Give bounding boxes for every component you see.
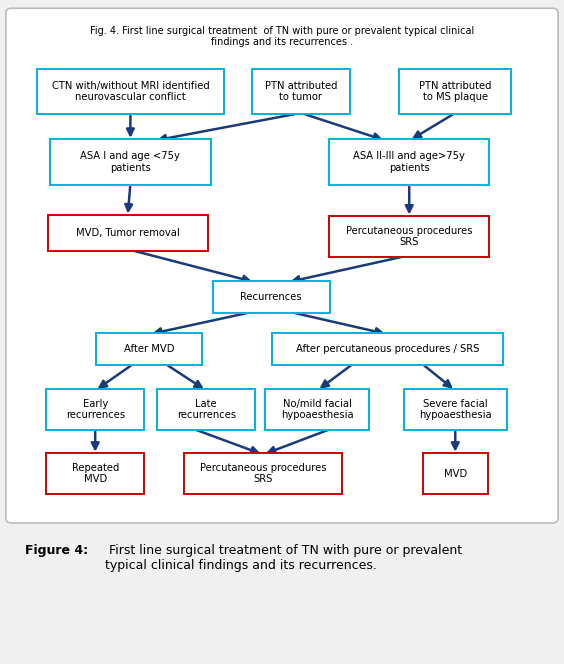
FancyBboxPatch shape [213,281,329,313]
Text: PTN attributed
to MS plaque: PTN attributed to MS plaque [419,81,491,102]
FancyBboxPatch shape [252,68,350,114]
Text: Recurrences: Recurrences [240,292,302,302]
Text: Early
recurrences: Early recurrences [65,398,125,420]
Text: Late
recurrences: Late recurrences [177,398,236,420]
Text: Percutaneous procedures
SRS: Percutaneous procedures SRS [200,463,327,484]
Text: CTN with/without MRI identified
neurovascular conflict: CTN with/without MRI identified neurovas… [51,81,209,102]
FancyBboxPatch shape [422,453,488,494]
Text: Severe facial
hypoaesthesia: Severe facial hypoaesthesia [419,398,492,420]
FancyBboxPatch shape [184,453,342,494]
Text: Figure 4:: Figure 4: [25,544,88,558]
Text: After percutaneous procedures / SRS: After percutaneous procedures / SRS [296,344,479,354]
FancyBboxPatch shape [329,216,490,257]
Text: ASA I and age <75y
patients: ASA I and age <75y patients [81,151,180,173]
FancyBboxPatch shape [157,389,255,430]
Text: Repeated
MVD: Repeated MVD [72,463,119,484]
FancyBboxPatch shape [404,389,507,430]
FancyBboxPatch shape [47,215,208,251]
FancyBboxPatch shape [399,68,511,114]
Text: First line surgical treatment of TN with pure or prevalent
typical clinical find: First line surgical treatment of TN with… [105,544,462,572]
FancyBboxPatch shape [96,333,202,365]
Text: MVD: MVD [444,469,467,479]
Text: After MVD: After MVD [124,344,175,354]
Text: MVD, Tumor removal: MVD, Tumor removal [76,228,179,238]
Text: ASA II-III and age>75y
patients: ASA II-III and age>75y patients [353,151,465,173]
FancyBboxPatch shape [266,389,369,430]
FancyBboxPatch shape [46,453,144,494]
Text: Fig. 4. First line surgical treatment  of TN with pure or prevalent typical clin: Fig. 4. First line surgical treatment of… [90,26,474,48]
FancyBboxPatch shape [46,389,144,430]
Text: PTN attributed
to tumor: PTN attributed to tumor [265,81,337,102]
Text: Percutaneous procedures
SRS: Percutaneous procedures SRS [346,226,473,247]
FancyBboxPatch shape [272,333,503,365]
Text: No/mild facial
hypoaesthesia: No/mild facial hypoaesthesia [281,398,354,420]
FancyBboxPatch shape [329,139,490,185]
FancyBboxPatch shape [37,68,224,114]
FancyBboxPatch shape [6,8,558,523]
FancyBboxPatch shape [50,139,210,185]
